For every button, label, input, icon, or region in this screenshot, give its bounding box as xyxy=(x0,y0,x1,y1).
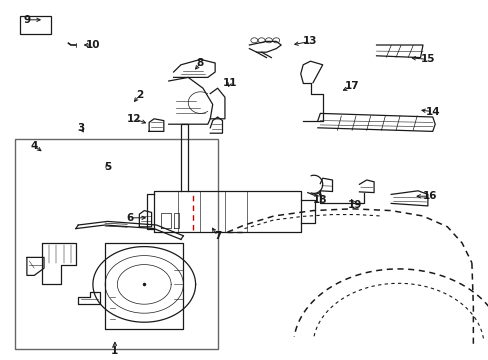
Text: 5: 5 xyxy=(104,162,111,172)
Text: 6: 6 xyxy=(126,213,133,223)
Text: 9: 9 xyxy=(23,15,30,25)
Text: 3: 3 xyxy=(77,123,84,133)
Text: 18: 18 xyxy=(312,195,327,205)
Text: 15: 15 xyxy=(420,54,434,64)
Text: 19: 19 xyxy=(346,200,361,210)
Bar xyxy=(15,139,217,349)
Text: 10: 10 xyxy=(85,40,100,50)
Text: 12: 12 xyxy=(127,114,142,124)
Text: 17: 17 xyxy=(344,81,359,91)
Text: 8: 8 xyxy=(197,58,203,68)
Text: 14: 14 xyxy=(425,107,439,117)
Bar xyxy=(20,16,51,34)
Text: 4: 4 xyxy=(30,141,38,151)
Text: 16: 16 xyxy=(422,191,437,201)
Text: 2: 2 xyxy=(136,90,142,100)
Text: 7: 7 xyxy=(213,231,221,241)
Text: 11: 11 xyxy=(222,78,237,88)
Text: 1: 1 xyxy=(111,346,118,356)
Text: 13: 13 xyxy=(303,36,317,46)
